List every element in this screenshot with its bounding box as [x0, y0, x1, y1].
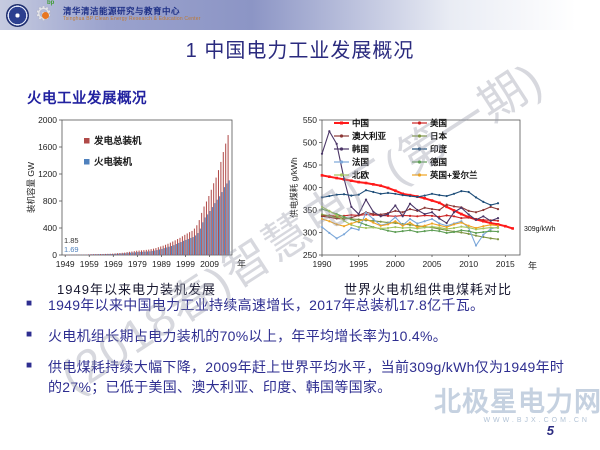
gear-center-dot	[42, 12, 49, 19]
bp-logo-text: bp	[47, 0, 55, 6]
svg-text:1979: 1979	[128, 259, 147, 269]
org-title-block: 清华清洁能源研究与教育中心 Tsinghua BP Clean Energy R…	[63, 6, 201, 23]
svg-text:火电装机: 火电装机	[94, 156, 133, 168]
bullet-item-2: ■ 火电机组长期占电力装机的70%以上，年平均增长率为10.4%。	[26, 327, 578, 347]
svg-text:1989: 1989	[152, 259, 171, 269]
bullet-item-1: ■ 1949年以来中国电力工业持续高速增长，2017年总装机17.8亿千瓦。	[26, 296, 578, 316]
bullet-list: ■ 1949年以来中国电力工业持续高速增长，2017年总装机17.8亿千瓦。 ■…	[26, 296, 578, 409]
org-name-en: Tsinghua BP Clean Energy Research & Educ…	[63, 16, 201, 22]
bar-chart-caption: 1949年以来电力装机发展	[57, 282, 216, 297]
coal-consumption-chart-figure: 250 300 350 400 450 500 550 供电煤耗 g/kWh 1990 1995 2…	[288, 110, 568, 298]
svg-text:韩国: 韩国	[352, 144, 369, 154]
svg-text:500: 500	[303, 138, 317, 148]
page-number: 5	[546, 423, 554, 438]
header-band: bp ⚙ 清华清洁能源研究与教育中心 Tsinghua BP Clean Ene…	[0, 0, 600, 30]
svg-text:2005: 2005	[423, 259, 442, 269]
svg-text:250: 250	[303, 250, 317, 260]
svg-text:2015: 2015	[496, 259, 515, 269]
tsinghua-seal-logo	[6, 3, 29, 27]
svg-text:2009: 2009	[200, 259, 219, 269]
page-title: 1 中国电力工业发展概况	[185, 40, 415, 62]
svg-text:印度: 印度	[430, 144, 448, 154]
bullet-text-2: 火电机组长期占电力装机的70%以上，年平均增长率为10.4%。	[48, 327, 448, 344]
svg-text:309g/kWh: 309g/kWh	[524, 226, 556, 233]
bullet-square-icon: ■	[26, 298, 33, 309]
svg-text:中国: 中国	[352, 118, 369, 128]
bullet-text-1: 1949年以来中国电力工业持续高速增长，2017年总装机17.8亿千瓦。	[48, 297, 485, 313]
svg-text:800: 800	[43, 196, 57, 206]
svg-text:年: 年	[237, 258, 246, 269]
svg-text:350: 350	[303, 205, 317, 215]
bullet-text-3: 供电煤耗持续大幅下降，2009年赶上世界平均水平，当前309g/kWh仅为194…	[48, 358, 565, 395]
svg-text:1.85: 1.85	[64, 236, 79, 245]
svg-text:1990: 1990	[313, 259, 332, 269]
svg-text:1200: 1200	[38, 169, 57, 179]
svg-text:1600: 1600	[38, 142, 57, 152]
org-name-cn: 清华清洁能源研究与教育中心	[63, 6, 181, 17]
svg-text:1.69: 1.69	[64, 245, 79, 254]
svg-text:550: 550	[303, 115, 317, 125]
svg-text:1959: 1959	[80, 259, 99, 269]
svg-text:年: 年	[528, 260, 537, 271]
bullet-item-3: ■ 供电煤耗持续大幅下降，2009年赶上世界平均水平，当前309g/kWh仅为1…	[26, 358, 578, 398]
svg-text:2000: 2000	[386, 259, 405, 269]
svg-text:0: 0	[52, 250, 57, 260]
coal-consumption-line-chart: 250 300 350 400 450 500 550 供电煤耗 g/kWh 1990 1995 2…	[289, 115, 556, 271]
section-subtitle: 火电工业发展概况	[27, 91, 147, 107]
svg-text:1999: 1999	[176, 259, 195, 269]
svg-text:装机容量 GW: 装机容量 GW	[26, 162, 36, 213]
svg-text:300: 300	[303, 228, 317, 238]
svg-text:供电煤耗 g/kWh: 供电煤耗 g/kWh	[289, 157, 299, 218]
svg-text:发电总装机: 发电总装机	[93, 135, 142, 147]
installed-capacity-bar-chart: 0 400 800 1200 1600 2000 装机容量 GW 1949 1959 1969 19…	[26, 115, 246, 269]
svg-text:德国: 德国	[430, 157, 447, 167]
svg-text:美国: 美国	[430, 118, 447, 128]
site-watermark-url: WWW.BJX.COM.CN	[483, 417, 590, 424]
svg-text:1969: 1969	[104, 259, 123, 269]
svg-text:2000: 2000	[38, 115, 57, 125]
svg-text:2010: 2010	[459, 259, 478, 269]
svg-text:法国: 法国	[352, 157, 369, 167]
svg-text:1949: 1949	[56, 259, 75, 269]
svg-text:英国+爱尔兰: 英国+爱尔兰	[429, 170, 478, 180]
svg-text:澳大利亚: 澳大利亚	[352, 131, 387, 141]
svg-text:400: 400	[303, 183, 317, 193]
installed-capacity-chart-figure: 0 400 800 1200 1600 2000 装机容量 GW 1949 1959 1969 19…	[24, 110, 249, 298]
bullet-square-icon: ■	[26, 359, 33, 371]
svg-text:450: 450	[303, 160, 317, 170]
svg-text:北欧: 北欧	[352, 170, 370, 180]
svg-text:日本: 日本	[430, 131, 448, 141]
svg-text:1995: 1995	[349, 259, 368, 269]
line-chart-caption: 世界火电机组供电煤耗对比	[343, 282, 512, 297]
svg-text:400: 400	[43, 223, 57, 233]
bullet-square-icon: ■	[26, 328, 33, 340]
bp-gear-logo: bp ⚙	[34, 0, 58, 29]
